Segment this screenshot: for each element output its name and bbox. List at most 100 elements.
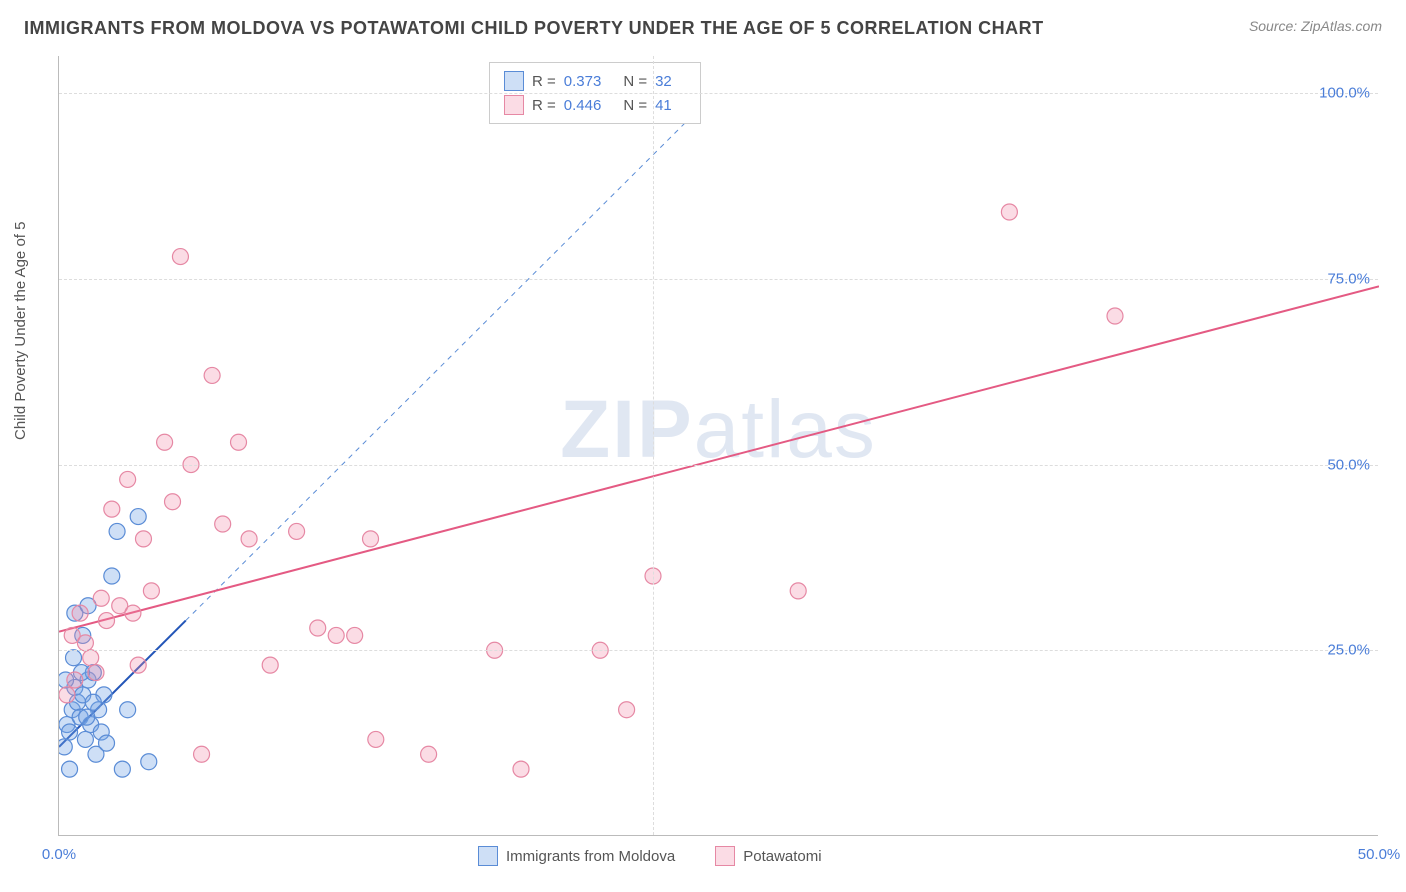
gridline-h [59,279,1378,280]
r-label: R = [532,73,556,90]
data-point [165,494,181,510]
y-tick-label: 100.0% [1319,85,1370,102]
data-point [347,627,363,643]
swatch-icon [478,846,498,866]
data-point [104,568,120,584]
swatch-icon [504,71,524,91]
x-tick-label: 50.0% [1358,846,1401,863]
data-point [73,665,89,681]
data-point [1107,308,1123,324]
y-axis-label: Child Poverty Under the Age of 5 [12,222,29,440]
x-tick-label: 0.0% [42,846,76,863]
data-point [80,672,96,688]
r-label: R = [532,97,556,114]
data-point [135,531,151,547]
trend-line [59,286,1379,631]
data-point [231,434,247,450]
data-point [83,650,99,666]
legend-bottom: Immigrants from Moldova Potawatomi [478,846,822,866]
data-point [77,635,93,651]
data-point [104,501,120,517]
data-point [421,746,437,762]
legend-row-1: R = 0.446 N = 41 [504,93,686,117]
data-point [328,627,344,643]
data-point [66,650,82,666]
data-point [310,620,326,636]
data-point [96,687,112,703]
data-point [79,709,95,725]
data-point [62,724,78,740]
n-value: 32 [655,73,672,90]
data-point [88,665,104,681]
data-point [64,702,80,718]
data-point [83,717,99,733]
data-point [215,516,231,532]
y-tick-label: 25.0% [1327,642,1370,659]
gridline-h [59,650,1378,651]
r-value: 0.446 [564,97,602,114]
data-point [85,665,101,681]
data-point [125,605,141,621]
data-point [141,754,157,770]
data-point [75,687,91,703]
n-value: 41 [655,97,672,114]
r-value: 0.373 [564,73,602,90]
data-point [619,702,635,718]
data-point [93,590,109,606]
data-point [64,627,80,643]
legend-item-0: Immigrants from Moldova [478,846,675,866]
data-point [59,672,74,688]
data-point [77,731,93,747]
source-label: Source: ZipAtlas.com [1249,18,1382,34]
watermark: ZIPatlas [560,383,877,477]
trend-line [59,621,186,747]
data-point [109,523,125,539]
gridline-v [653,56,654,835]
data-point [262,657,278,673]
data-point [130,509,146,525]
legend-row-0: R = 0.373 N = 32 [504,69,686,93]
data-point [157,434,173,450]
data-point [67,679,83,695]
data-point [241,531,257,547]
data-point [114,761,130,777]
data-point [289,523,305,539]
data-point [59,687,75,703]
data-point [59,717,75,733]
swatch-icon [504,95,524,115]
data-point [99,613,115,629]
chart-area: ZIPatlas R = 0.373 N = 32 R = 0.446 N = … [58,56,1378,836]
data-point [59,739,72,755]
data-point [67,672,83,688]
trend-extrapolate [186,115,693,620]
y-tick-label: 75.0% [1327,270,1370,287]
data-point [143,583,159,599]
data-point [62,761,78,777]
data-point [790,583,806,599]
n-label: N = [623,97,647,114]
data-point [112,598,128,614]
watermark-rest: atlas [694,384,877,475]
data-point [513,761,529,777]
scatter-svg [59,56,1379,836]
chart-title: IMMIGRANTS FROM MOLDOVA VS POTAWATOMI CH… [24,18,1044,39]
data-point [172,249,188,265]
data-point [85,694,101,710]
data-point [67,605,83,621]
legend-label: Immigrants from Moldova [506,848,675,865]
plot-region: ZIPatlas R = 0.373 N = 32 R = 0.446 N = … [58,56,1378,836]
data-point [368,731,384,747]
data-point [204,367,220,383]
y-tick-label: 50.0% [1327,456,1370,473]
data-point [194,746,210,762]
data-point [363,531,379,547]
data-point [93,724,109,740]
data-point [91,702,107,718]
data-point [130,657,146,673]
data-point [88,746,104,762]
gridline-h [59,465,1378,466]
n-label: N = [623,73,647,90]
data-point [75,627,91,643]
watermark-bold: ZIP [560,384,694,475]
data-point [1001,204,1017,220]
